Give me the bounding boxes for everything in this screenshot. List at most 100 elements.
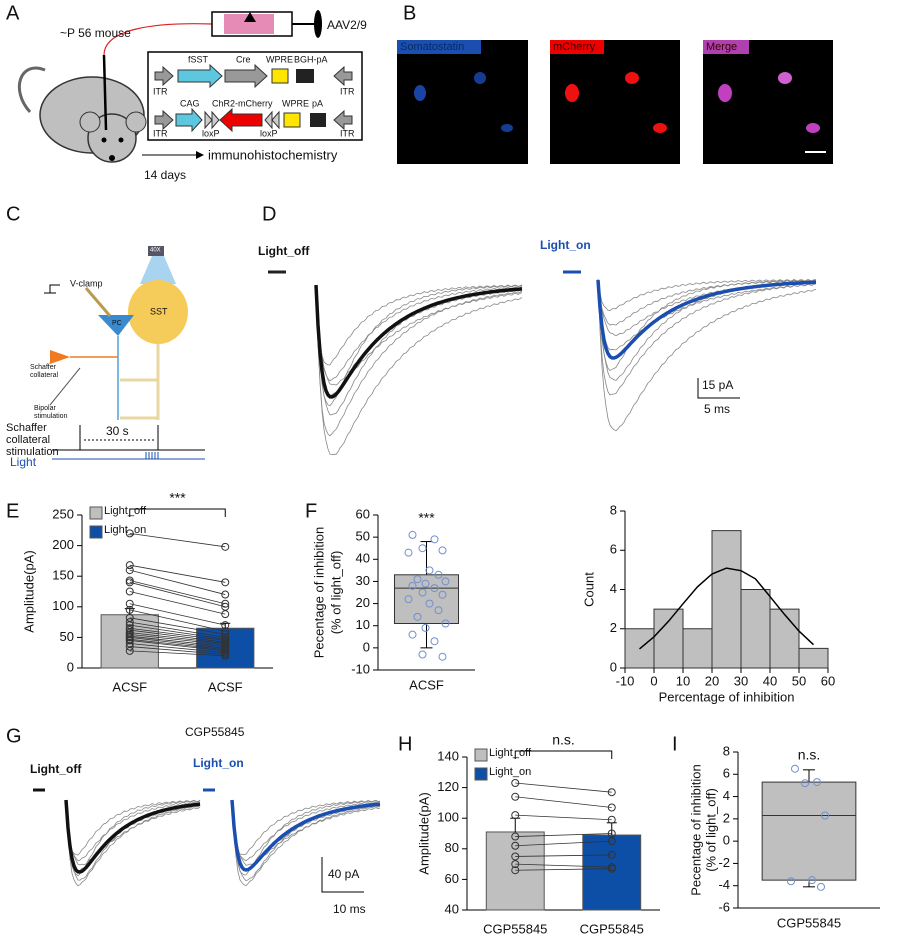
scale-bar — [697, 378, 740, 399]
pair-line — [129, 646, 226, 655]
element-label: fSST — [188, 54, 209, 64]
itr — [154, 65, 174, 87]
y-tick-label: 100 — [52, 598, 74, 613]
data-point — [408, 581, 417, 590]
panel-label: D — [262, 203, 276, 225]
cell — [806, 123, 820, 133]
stim-electrode — [49, 367, 81, 406]
pair-line — [515, 814, 612, 821]
significance-bracket — [514, 750, 613, 759]
y-tick-label: 6 — [723, 766, 730, 781]
x-tick-label: ACSF — [208, 679, 243, 694]
objective — [148, 246, 164, 256]
data-point — [787, 877, 795, 886]
sweep — [231, 799, 381, 855]
x-tick-label: 0 — [650, 673, 657, 688]
clamp-symbol — [44, 284, 60, 294]
mouse-ear — [125, 111, 147, 133]
data-point — [817, 882, 825, 891]
cell — [625, 72, 639, 84]
sst-cell — [128, 280, 188, 344]
itr — [154, 109, 174, 131]
data-point — [808, 876, 816, 885]
scale-label: 40 pA — [328, 867, 359, 881]
chart: -6 -4 -2 0 2 4 6 8 Pecentage of inhibition (% of … — [688, 743, 880, 930]
panel-d: Light_off Light_on 15 pA 5 ms — [258, 238, 817, 456]
data-point — [404, 595, 413, 604]
wpre — [271, 68, 289, 84]
panel-g: CGP55845 Light_off Light_on 40 pA 10 ms — [30, 725, 381, 916]
micrograph — [550, 40, 680, 164]
scale-label: 5 ms — [704, 402, 730, 416]
y-tick-label: 0 — [610, 659, 617, 674]
average-trace — [596, 279, 817, 360]
y-tick-label: -4 — [718, 877, 730, 892]
pair-line — [515, 863, 612, 868]
y-tick-label: 200 — [52, 537, 74, 552]
bipolar-label: Bipolar — [34, 405, 56, 412]
x-tick-label: CGP55845 — [580, 921, 644, 936]
channel-label: Merge — [706, 41, 737, 53]
sweep — [65, 800, 201, 872]
scale-label: 10 ms — [333, 902, 366, 916]
y-tick-label: 30 — [356, 573, 370, 588]
x-tick-label: ACSF — [112, 679, 147, 694]
arrow-head — [196, 151, 204, 159]
element-label: ITR — [153, 86, 168, 96]
data-point — [221, 651, 230, 660]
assay: immunohistochemistry — [208, 147, 338, 162]
pair-line — [129, 638, 226, 651]
legend-label: Light_off — [489, 747, 532, 759]
y-tick-label: 8 — [723, 743, 730, 758]
pc-cell — [98, 315, 134, 336]
panel-label: I — [672, 733, 678, 755]
element-label: ITR — [153, 128, 168, 138]
average-trace — [230, 799, 381, 872]
mouse-eye — [101, 137, 107, 143]
micrograph — [397, 40, 528, 164]
pair-line — [129, 633, 226, 646]
y-tick-label: 120 — [437, 779, 459, 794]
sst-label: SST — [150, 306, 168, 316]
polya — [310, 113, 326, 127]
y-tick-label: 2 — [610, 620, 617, 635]
pair-line — [129, 580, 226, 605]
y-axis-label: Pecentage of inhibition — [311, 527, 326, 659]
data-point — [408, 630, 417, 639]
panel-label: B — [403, 2, 416, 24]
data-point — [221, 621, 230, 630]
element-label: ITR — [340, 128, 355, 138]
itr — [333, 65, 353, 87]
pair-line — [515, 840, 612, 847]
data-point — [607, 864, 616, 873]
panel-label: G — [6, 725, 22, 747]
itr — [333, 109, 353, 131]
data-point — [221, 627, 230, 636]
panel-label: C — [6, 203, 20, 225]
micrograph — [703, 40, 833, 164]
plunger-head — [314, 10, 322, 38]
y-tick-label: 50 — [60, 629, 74, 644]
data-point — [607, 829, 616, 838]
data-point — [607, 815, 616, 824]
data-point — [430, 584, 439, 593]
mouse-tail — [17, 66, 46, 114]
data-point — [125, 561, 134, 570]
pair-line — [515, 796, 612, 808]
pair-line — [129, 632, 226, 644]
data-point — [438, 590, 447, 599]
data-point — [421, 579, 430, 588]
wpre — [283, 112, 301, 128]
data-point — [607, 788, 616, 797]
element-label: loxP — [260, 128, 278, 138]
syringe-virus — [224, 14, 274, 34]
pair-line — [129, 581, 226, 608]
schaffer-label: Schaffer — [30, 364, 57, 371]
data-point — [125, 578, 134, 587]
data-point — [511, 841, 520, 850]
y-tick-label: 50 — [356, 529, 370, 544]
data-point — [425, 566, 434, 575]
panel-label: A — [6, 2, 20, 24]
bar — [682, 628, 713, 669]
